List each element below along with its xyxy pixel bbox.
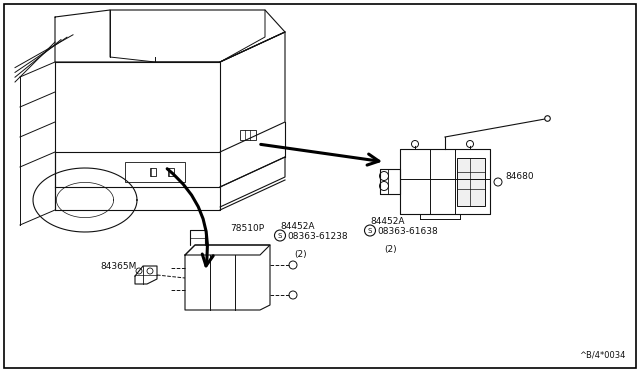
Text: 84452A: 84452A	[370, 217, 404, 226]
Text: ^B/4*0034: ^B/4*0034	[579, 351, 625, 360]
Text: 84365M: 84365M	[100, 262, 136, 271]
Bar	[457, 158, 485, 206]
Text: 78510P: 78510P	[230, 224, 264, 233]
Text: S: S	[368, 228, 372, 234]
Text: S: S	[278, 232, 282, 238]
Text: (2): (2)	[294, 250, 307, 259]
Text: 84680: 84680	[505, 172, 534, 181]
Text: 08363-61238: 08363-61238	[287, 232, 348, 241]
Bar	[150, 168, 156, 176]
Text: 84452A: 84452A	[280, 222, 314, 231]
Text: 08363-61638: 08363-61638	[377, 227, 438, 236]
Bar	[125, 162, 185, 182]
Text: (2): (2)	[384, 245, 397, 254]
Bar	[168, 168, 174, 176]
Bar	[240, 130, 256, 140]
